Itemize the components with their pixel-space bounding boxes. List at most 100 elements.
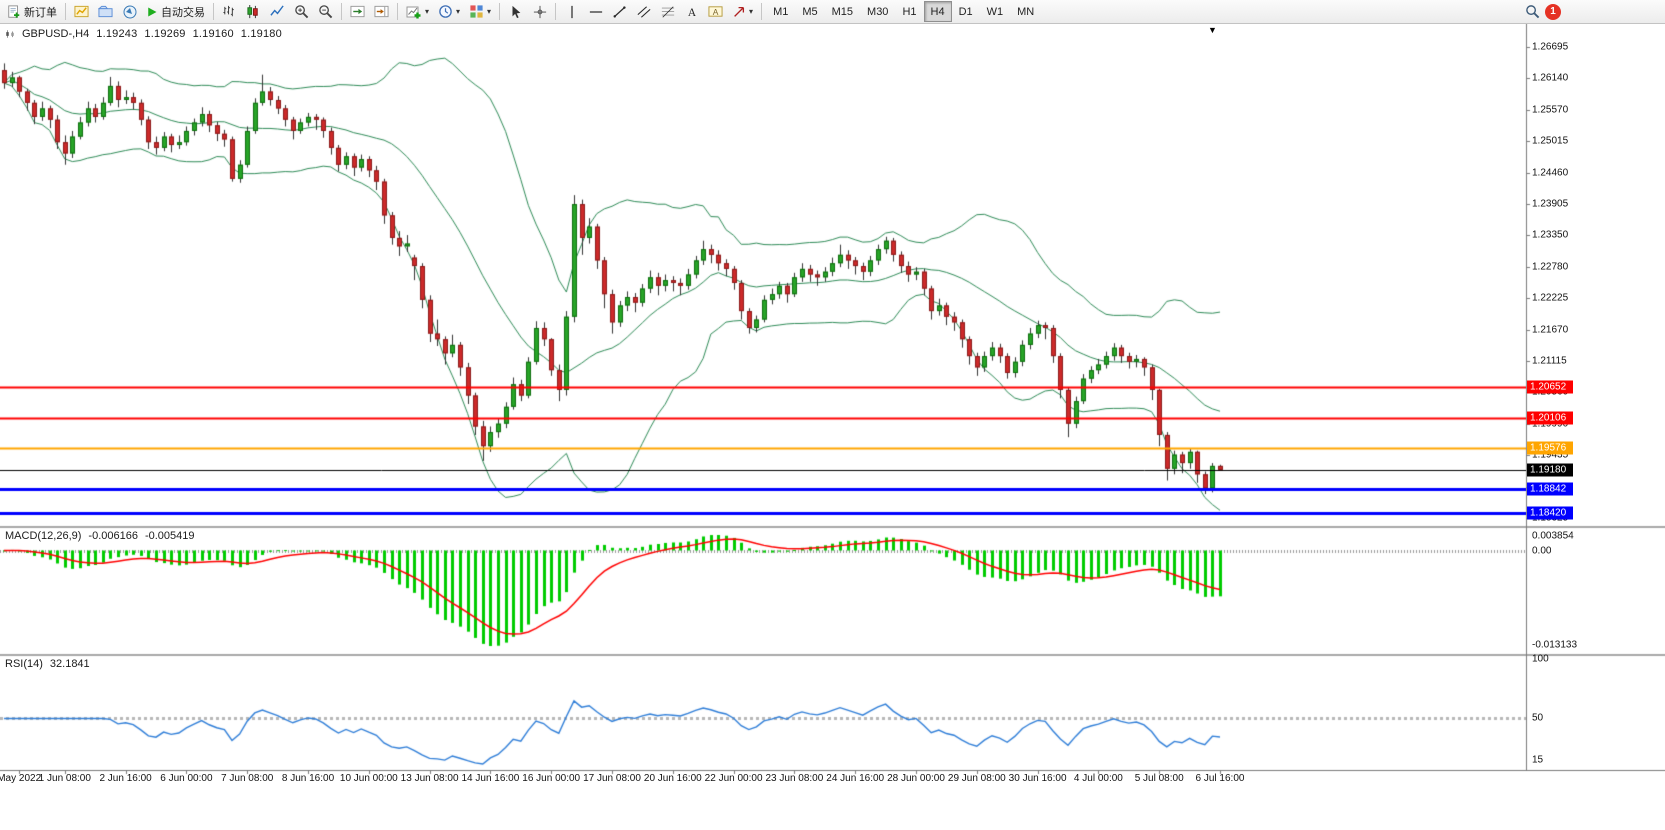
periods-clock-icon: [438, 4, 453, 19]
autotrading-button[interactable]: 自动交易: [142, 1, 209, 22]
time-axis-label: 6 Jul 16:00: [1195, 773, 1245, 784]
toolbar-separator: [213, 3, 214, 20]
chart-shift-button[interactable]: [370, 1, 393, 22]
chart-symbol-period: GBPUSD-,H4: [22, 28, 90, 40]
text-button[interactable]: A: [680, 1, 703, 22]
time-axis-label: 2 Jun 16:00: [99, 773, 152, 784]
chart-ohlc-header: GBPUSD-,H4 1.19243 1.19269 1.19160 1.191…: [5, 28, 282, 40]
horizontal-line-icon: [589, 5, 603, 19]
profiles-button[interactable]: [94, 1, 117, 22]
trendline-icon: [613, 5, 627, 19]
autotrading-play-icon: [146, 6, 158, 18]
new-chart-button[interactable]: [70, 1, 93, 22]
time-axis-label: May 2022: [0, 773, 42, 784]
price-axis-label: 1.24460: [1532, 167, 1569, 179]
timeframe-button-h4[interactable]: H4: [923, 1, 952, 22]
time-axis-label: 6 Jun 00:00: [160, 773, 213, 784]
macd-main-value: -0.006166: [88, 530, 138, 542]
price-tag[interactable]: 1.18842: [1527, 482, 1573, 496]
zoom-out-button[interactable]: [314, 1, 337, 22]
timeframe-button-w1[interactable]: W1: [980, 1, 1011, 22]
price-tag[interactable]: 1.19180: [1527, 463, 1573, 477]
time-axis-label: 23 Jun 08:00: [765, 773, 824, 784]
timeframe-button-d1[interactable]: D1: [952, 1, 980, 22]
toolbar-separator: [341, 3, 342, 20]
time-axis-label: 17 Jun 08:00: [583, 773, 641, 784]
price-axis-label: 1.26140: [1532, 72, 1569, 84]
price-axis-label: 1.21115: [1532, 355, 1567, 367]
price-axis-label: 1.25015: [1532, 135, 1569, 147]
time-axis-label: 22 Jun 00:00: [704, 773, 763, 784]
price-tag[interactable]: 1.19576: [1527, 441, 1573, 455]
time-axis-label: 4 Jul 00:00: [1073, 773, 1123, 784]
navigator-button[interactable]: [118, 1, 141, 22]
price-chart-canvas[interactable]: [0, 24, 1665, 830]
timeframe-button-m15[interactable]: M15: [825, 1, 860, 22]
text-label-icon: A: [708, 4, 723, 19]
line-chart-button[interactable]: [266, 1, 289, 22]
candlestick-chart-icon: [246, 4, 261, 19]
indicators-icon: [406, 4, 422, 20]
price-tag[interactable]: 1.20652: [1527, 380, 1573, 394]
cursor-button[interactable]: [504, 1, 527, 22]
rsi-axis-label: 15: [1532, 754, 1544, 766]
vertical-line-button[interactable]: [560, 1, 583, 22]
price-axis-label: 1.21670: [1532, 324, 1569, 336]
price-tag[interactable]: 1.18420: [1527, 506, 1573, 520]
text-label-button[interactable]: A: [704, 1, 727, 22]
new-chart-icon: [74, 4, 89, 19]
dropdown-caret-icon: ▾: [487, 6, 492, 16]
zoom-in-button[interactable]: [290, 1, 313, 22]
toolbar-separator: [65, 3, 66, 20]
price-tag[interactable]: 1.20106: [1527, 411, 1573, 425]
crosshair-button[interactable]: [528, 1, 551, 22]
macd-title: MACD(12,26,9): [5, 530, 82, 542]
templates-button[interactable]: ▾: [465, 1, 495, 22]
periods-button[interactable]: ▾: [434, 1, 464, 22]
rsi-axis-label: 100: [1532, 653, 1549, 665]
time-axis-label: 10 Jun 00:00: [339, 773, 398, 784]
bar-chart-button[interactable]: [218, 1, 241, 22]
arrows-button[interactable]: ▾: [728, 1, 757, 22]
timeframe-button-m1[interactable]: M1: [766, 1, 795, 22]
svg-text:A: A: [687, 6, 696, 18]
rsi-value: 32.1841: [49, 658, 90, 670]
search-button[interactable]: [1521, 1, 1544, 22]
main-toolbar: 新订单 自动交易 ▾ ▾ ▾ A A ▾ M1 M5 M15 M30 H1 H4 D1 W1 M…: [0, 0, 1665, 24]
profiles-icon: [98, 4, 113, 19]
fibonacci-button[interactable]: [656, 1, 679, 22]
timeframe-button-m5[interactable]: M5: [795, 1, 824, 22]
zoom-out-icon: [318, 4, 333, 19]
toolbar-separator: [499, 3, 501, 20]
timeframe-button-h1[interactable]: H1: [895, 1, 923, 22]
price-axis-label: 1.22225: [1532, 292, 1569, 304]
channel-button[interactable]: [632, 1, 655, 22]
macd-axis-label: 0.003854: [1532, 530, 1574, 542]
trendline-button[interactable]: [608, 1, 631, 22]
horizontal-line-button[interactable]: [584, 1, 607, 22]
candlestick-chart-button[interactable]: [242, 1, 265, 22]
price-axis-label: 1.26695: [1532, 41, 1569, 53]
arrow-tool-icon: [732, 5, 746, 19]
timeframe-button-m30[interactable]: M30: [860, 1, 895, 22]
autotrading-label: 自动交易: [161, 6, 205, 19]
toolbar-separator: [397, 3, 398, 20]
chart-shift-marker[interactable]: ▼: [1208, 25, 1217, 35]
new-order-button[interactable]: 新订单: [3, 1, 61, 22]
svg-text:A: A: [713, 7, 719, 17]
toolbar-separator: [761, 3, 763, 20]
autoscroll-button[interactable]: [346, 1, 369, 22]
ohlc-high: 1.19269: [144, 28, 186, 40]
time-axis-label: 24 Jun 16:00: [826, 773, 885, 784]
indicators-button[interactable]: ▾: [402, 1, 433, 22]
notification-badge[interactable]: 1: [1545, 3, 1561, 20]
chart-window[interactable]: GBPUSD-,H4 1.19243 1.19269 1.19160 1.191…: [0, 24, 1665, 830]
time-axis-label: 30 Jun 16:00: [1008, 773, 1067, 784]
timeframe-button-mn[interactable]: MN: [1010, 1, 1041, 22]
time-axis-label: 16 Jun 00:00: [522, 773, 581, 784]
channel-icon: [637, 5, 651, 19]
line-chart-icon: [270, 4, 285, 19]
chart-shift-icon: [374, 4, 389, 19]
time-axis-label: 8 Jun 16:00: [281, 773, 335, 784]
autoscroll-icon: [350, 4, 365, 19]
